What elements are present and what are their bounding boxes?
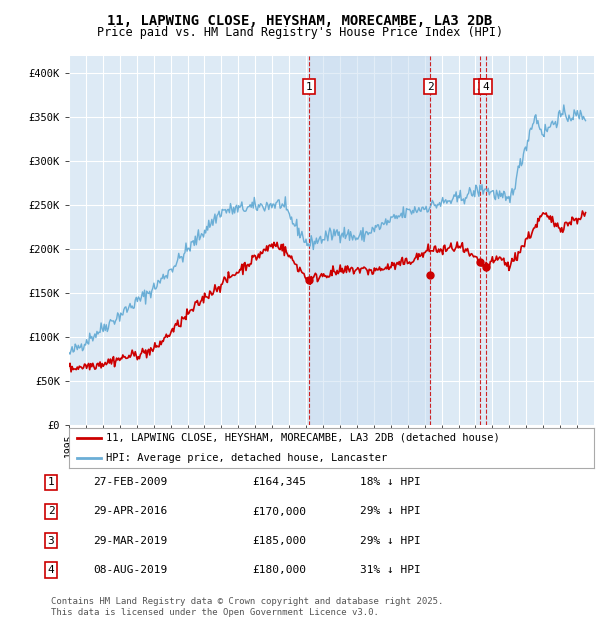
Bar: [309, 56, 430, 425]
Text: Price paid vs. HM Land Registry's House Price Index (HPI): Price paid vs. HM Land Registry's House …: [97, 26, 503, 39]
Text: 29% ↓ HPI: 29% ↓ HPI: [360, 536, 421, 546]
Text: 2: 2: [427, 82, 434, 92]
Text: 29-MAR-2019: 29-MAR-2019: [93, 536, 167, 546]
Text: 3: 3: [476, 82, 483, 92]
Text: 11, LAPWING CLOSE, HEYSHAM, MORECAMBE, LA3 2DB (detached house): 11, LAPWING CLOSE, HEYSHAM, MORECAMBE, L…: [106, 433, 499, 443]
Text: £170,000: £170,000: [252, 507, 306, 516]
Text: 31% ↓ HPI: 31% ↓ HPI: [360, 565, 421, 575]
Text: 29-APR-2016: 29-APR-2016: [93, 507, 167, 516]
Text: This data is licensed under the Open Government Licence v3.0.: This data is licensed under the Open Gov…: [51, 608, 379, 617]
Text: 29% ↓ HPI: 29% ↓ HPI: [360, 507, 421, 516]
Text: 11, LAPWING CLOSE, HEYSHAM, MORECAMBE, LA3 2DB: 11, LAPWING CLOSE, HEYSHAM, MORECAMBE, L…: [107, 14, 493, 28]
Text: HPI: Average price, detached house, Lancaster: HPI: Average price, detached house, Lanc…: [106, 453, 387, 463]
Text: £185,000: £185,000: [252, 536, 306, 546]
Text: £180,000: £180,000: [252, 565, 306, 575]
Text: 4: 4: [482, 82, 489, 92]
Text: 4: 4: [47, 565, 55, 575]
Text: 08-AUG-2019: 08-AUG-2019: [93, 565, 167, 575]
Text: 18% ↓ HPI: 18% ↓ HPI: [360, 477, 421, 487]
Text: Contains HM Land Registry data © Crown copyright and database right 2025.: Contains HM Land Registry data © Crown c…: [51, 597, 443, 606]
Text: 27-FEB-2009: 27-FEB-2009: [93, 477, 167, 487]
Text: 2: 2: [47, 507, 55, 516]
Text: 1: 1: [47, 477, 55, 487]
Text: 1: 1: [305, 82, 312, 92]
Text: £164,345: £164,345: [252, 477, 306, 487]
Text: 3: 3: [47, 536, 55, 546]
